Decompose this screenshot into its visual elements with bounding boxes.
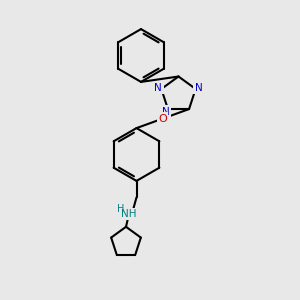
Text: O: O — [158, 114, 167, 124]
Text: H: H — [117, 203, 124, 214]
Text: NH: NH — [121, 209, 137, 219]
Text: N: N — [195, 83, 203, 93]
Text: N: N — [162, 107, 170, 117]
Text: N: N — [154, 83, 162, 93]
